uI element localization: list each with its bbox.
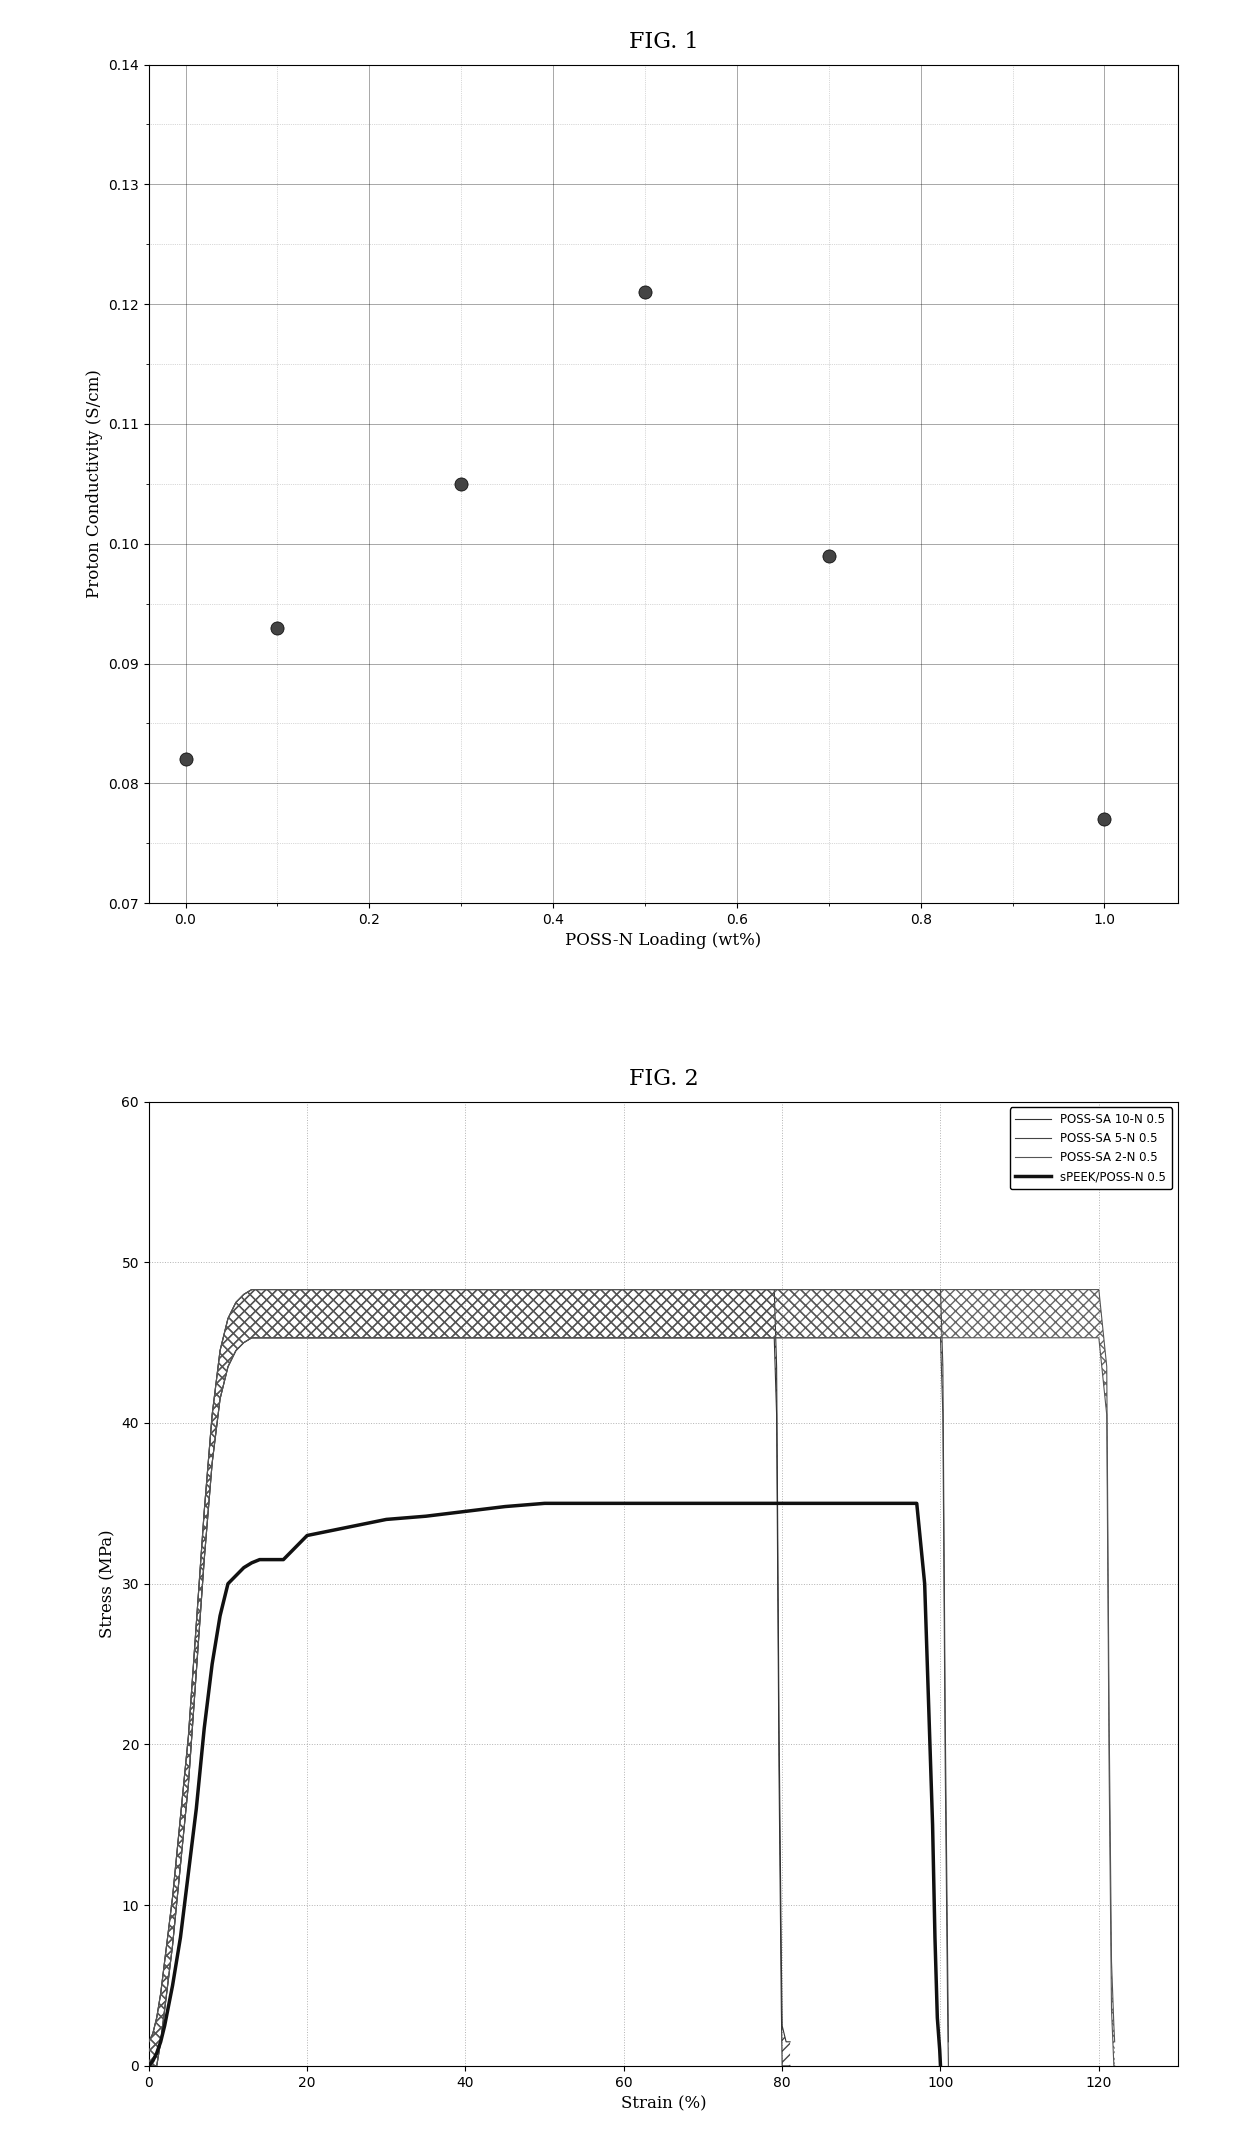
Y-axis label: Stress (MPa): Stress (MPa) — [99, 1530, 115, 1638]
Title: FIG. 1: FIG. 1 — [629, 30, 698, 54]
Point — [635, 275, 655, 310]
Point — [268, 611, 288, 646]
Point — [451, 467, 471, 501]
Point — [176, 742, 196, 777]
Title: FIG. 2: FIG. 2 — [629, 1067, 698, 1089]
Legend: POSS-SA 10-N 0.5, POSS-SA 5-N 0.5, POSS-SA 2-N 0.5, sPEEK/POSS-N 0.5: POSS-SA 10-N 0.5, POSS-SA 5-N 0.5, POSS-… — [1009, 1108, 1172, 1188]
X-axis label: Strain (%): Strain (%) — [620, 2096, 707, 2113]
Point — [1095, 803, 1115, 837]
Point — [818, 538, 838, 572]
Y-axis label: Proton Conductivity (S/cm): Proton Conductivity (S/cm) — [86, 370, 103, 598]
X-axis label: POSS-N Loading (wt%): POSS-N Loading (wt%) — [565, 932, 761, 949]
